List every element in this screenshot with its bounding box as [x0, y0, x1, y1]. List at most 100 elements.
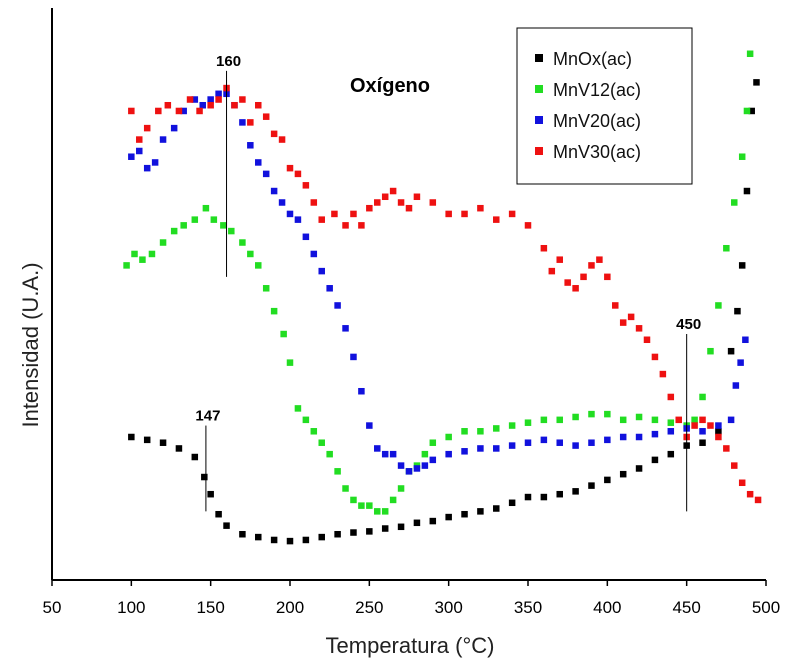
data-point: [310, 250, 318, 258]
data-point: [123, 262, 130, 269]
data-point: [159, 439, 167, 446]
data-point: [405, 204, 413, 212]
data-point: [604, 476, 611, 484]
data-point: [619, 433, 627, 441]
data-point: [381, 450, 389, 458]
data-point: [548, 267, 556, 275]
data-point: [493, 425, 500, 432]
data-point: [374, 445, 381, 452]
data-point: [715, 428, 722, 435]
data-point: [294, 216, 302, 223]
data-point: [691, 422, 698, 429]
data-point: [556, 439, 563, 446]
data-point: [743, 187, 751, 195]
data-point: [302, 182, 310, 189]
data-point: [651, 430, 659, 438]
data-point: [635, 413, 643, 421]
data-point: [540, 493, 548, 501]
data-point: [635, 433, 643, 441]
data-point: [493, 216, 500, 223]
legend-marker: [535, 85, 543, 93]
data-point: [318, 439, 325, 446]
data-point: [136, 147, 143, 155]
data-point: [493, 505, 500, 512]
data-point: [334, 468, 341, 475]
data-point: [540, 244, 548, 252]
data-point: [732, 382, 740, 389]
data-point: [461, 210, 468, 218]
data-point: [247, 119, 254, 126]
data-point: [389, 187, 397, 195]
data-point: [151, 159, 159, 166]
data-point: [389, 496, 397, 504]
axes: [51, 8, 766, 581]
data-point: [643, 336, 651, 344]
data-point: [381, 193, 389, 201]
data-point: [350, 496, 357, 504]
data-point: [294, 170, 302, 178]
data-point: [342, 222, 349, 229]
data-point: [604, 410, 611, 418]
data-point: [612, 302, 619, 309]
data-point: [239, 119, 246, 126]
data-point: [429, 456, 437, 464]
data-point: [707, 347, 714, 355]
data-point: [699, 393, 706, 401]
data-point: [667, 419, 675, 426]
data-point: [191, 216, 199, 223]
data-point: [742, 336, 749, 344]
data-point: [270, 307, 278, 315]
data-point: [302, 416, 310, 424]
data-point: [429, 439, 437, 446]
data-point: [743, 107, 751, 115]
data-point: [445, 433, 452, 441]
data-point: [445, 513, 452, 521]
data-point: [247, 250, 254, 258]
data-point: [508, 442, 516, 449]
data-point: [421, 450, 429, 458]
data-point: [753, 79, 760, 86]
data-point: [619, 416, 627, 424]
data-point: [580, 273, 587, 281]
data-point: [334, 302, 341, 309]
data-point: [358, 502, 365, 509]
data-point: [255, 159, 262, 166]
data-point: [215, 90, 222, 98]
data-point: [255, 101, 262, 109]
data-point: [429, 517, 437, 525]
data-point: [196, 107, 203, 115]
data-point: [262, 170, 270, 178]
x-tick-label: 300: [434, 598, 462, 617]
data-point: [164, 101, 172, 109]
data-point: [445, 210, 452, 218]
data-point: [191, 96, 199, 103]
legend-marker: [535, 147, 543, 155]
data-point: [128, 433, 135, 441]
data-point: [588, 410, 595, 418]
x-tick-label: 200: [276, 598, 304, 617]
data-point: [366, 422, 373, 429]
data-point: [731, 199, 738, 206]
data-point: [310, 199, 318, 206]
data-point: [366, 528, 373, 535]
data-point: [366, 204, 373, 212]
legend: MnOx(ac) MnV12(ac) MnV20(ac) MnV30(ac): [516, 27, 693, 185]
x-tick-label: 150: [196, 598, 224, 617]
data-point: [746, 490, 754, 498]
series-MnV20(ac): [128, 90, 749, 475]
data-point: [738, 262, 746, 269]
data-point: [727, 416, 735, 424]
data-point: [572, 442, 579, 449]
data-point: [723, 445, 730, 452]
data-point: [556, 490, 563, 498]
legend-box: [516, 27, 693, 185]
series-MnV12(ac): [123, 50, 754, 515]
data-point: [342, 485, 349, 492]
data-point: [635, 465, 643, 472]
data-point: [715, 433, 722, 441]
data-point: [278, 199, 286, 206]
data-point: [738, 479, 746, 487]
data-point: [556, 256, 563, 263]
data-point: [723, 244, 730, 252]
x-tick-label: 350: [514, 598, 542, 617]
